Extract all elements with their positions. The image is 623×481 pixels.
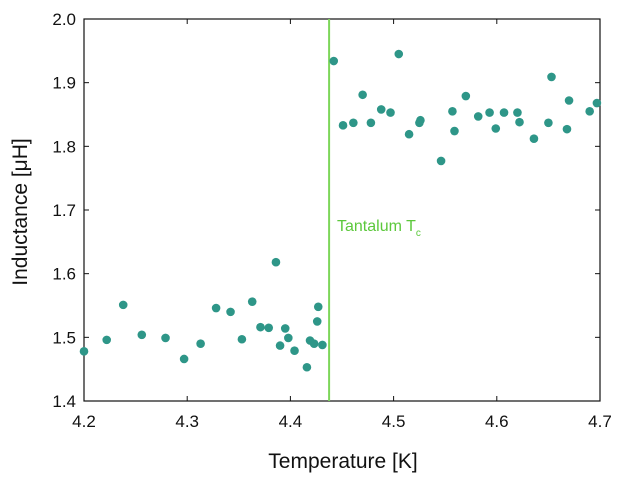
data-point	[450, 126, 459, 136]
data-point	[491, 124, 501, 133]
x-tick-label: 4.5	[382, 412, 406, 431]
x-tick-label: 4.3	[175, 412, 199, 431]
data-point	[237, 334, 247, 344]
y-tick-label: 1.4	[52, 392, 76, 411]
y-tick-label: 1.8	[52, 137, 76, 156]
data-point	[416, 115, 425, 125]
data-point	[436, 156, 446, 166]
data-point	[318, 340, 327, 350]
data-point	[275, 341, 285, 350]
data-point	[137, 330, 147, 340]
tantalum-tc-label-text: Tantalum T	[337, 218, 416, 235]
x-axis-title: Temperature [K]	[268, 450, 417, 473]
y-tick-label: 1.5	[52, 328, 76, 347]
data-point	[196, 339, 205, 349]
data-point	[313, 302, 323, 312]
data-point	[179, 354, 189, 364]
plot-frame	[83, 18, 601, 402]
data-point	[386, 108, 395, 117]
data-point	[485, 108, 494, 117]
data-point	[349, 118, 358, 128]
data-point	[461, 91, 471, 101]
y-tick-label: 1.6	[52, 265, 76, 284]
data-point	[515, 117, 524, 127]
data-point	[309, 339, 319, 349]
data-point	[544, 118, 553, 128]
data-point	[79, 347, 89, 356]
data-point	[256, 322, 265, 332]
data-point	[284, 333, 293, 343]
tantalum-tc-label: Tantalum Tc	[337, 218, 421, 239]
data-point	[592, 98, 602, 108]
data-point	[529, 134, 539, 143]
data-point	[312, 317, 322, 326]
plot-area	[83, 18, 601, 402]
data-point	[562, 124, 572, 134]
data-point	[226, 307, 235, 317]
data-point	[302, 362, 312, 372]
data-point	[547, 72, 556, 82]
data-point	[394, 49, 404, 59]
data-point	[404, 129, 414, 139]
tantalum-tc-label-subscript: c	[416, 228, 421, 239]
data-point	[271, 257, 281, 267]
data-point	[338, 121, 348, 130]
x-tick-label: 4.4	[279, 412, 303, 431]
y-tick-label: 1.7	[52, 201, 76, 220]
data-point	[329, 56, 339, 66]
data-point	[585, 107, 594, 116]
y-tick-label: 1.9	[52, 74, 76, 93]
data-point	[564, 96, 574, 105]
x-tick-label: 4.2	[72, 412, 96, 431]
data-point	[366, 118, 376, 128]
data-point	[118, 300, 128, 310]
data-point	[376, 105, 386, 114]
data-point	[264, 323, 274, 333]
data-point	[358, 90, 367, 100]
data-point	[448, 107, 457, 116]
x-tick-label: 4.7	[588, 412, 612, 431]
y-tick-label: 2.0	[52, 10, 76, 29]
data-point	[161, 333, 170, 343]
y-axis-title: Inductance [μH]	[9, 138, 32, 286]
data-point	[473, 112, 483, 121]
data-point	[280, 324, 290, 333]
data-points	[79, 49, 602, 372]
data-point	[499, 108, 509, 117]
axis-ticks: 4.2 4.3 4.4 4.5 4.6 4.7 1.4 1.5 1.6 1.7 1.8 1.9 2.0	[52, 10, 611, 431]
x-tick-label: 4.6	[485, 412, 509, 431]
data-point	[247, 297, 257, 306]
data-point	[513, 108, 522, 117]
data-point	[102, 335, 112, 345]
data-point	[211, 303, 221, 313]
data-point	[290, 346, 299, 356]
